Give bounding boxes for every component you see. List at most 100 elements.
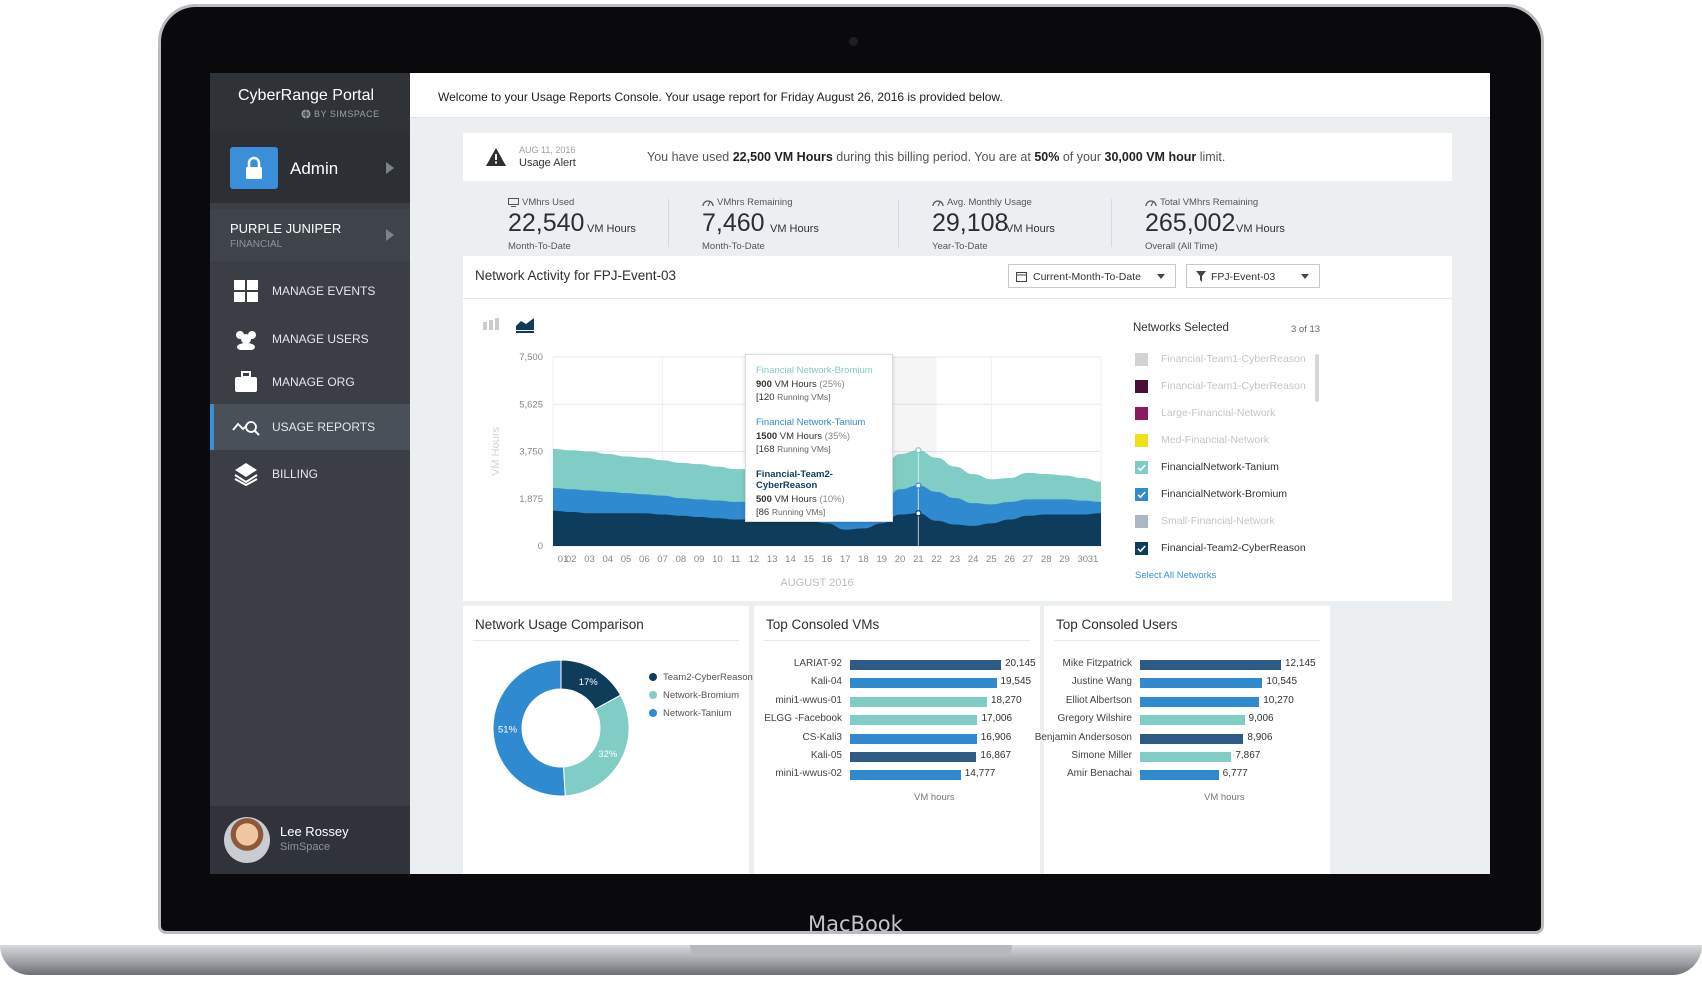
legend-label: Team2-CyberReason (663, 672, 753, 683)
bar[interactable] (850, 733, 977, 744)
x-tick-label: 21 (913, 554, 924, 565)
bar[interactable] (850, 752, 977, 762)
bar[interactable] (850, 660, 1001, 670)
hover-point (915, 447, 922, 454)
bar[interactable] (850, 678, 997, 689)
tooltip-entry: Financial-Team2-CyberReason 500 VM Hours … (756, 469, 891, 518)
monitor-icon (508, 198, 519, 207)
event-select[interactable]: FPJ-Event-03 (1186, 264, 1320, 288)
x-tick-label: 23 (950, 554, 961, 565)
nav-usage-reports[interactable]: USAGE REPORTS (210, 404, 410, 450)
warning-icon (486, 148, 506, 166)
bar[interactable] (1140, 696, 1260, 707)
tooltip-network-name: Financial-Team2-CyberReason (756, 469, 833, 491)
donut-slice[interactable] (562, 694, 630, 797)
network-checkbox-item[interactable]: Small-Financial-Network (1133, 514, 1323, 530)
bar[interactable] (850, 715, 978, 726)
color-swatch[interactable] (1135, 407, 1148, 420)
color-swatch[interactable] (1135, 353, 1148, 366)
bar-category-label: LARIAT-92 (793, 658, 842, 669)
period-select[interactable]: Current-Month-To-Date (1008, 264, 1176, 288)
bar-row: Kali-04 19,545 (754, 676, 1034, 690)
stat-unit: VM Hours (1236, 223, 1285, 235)
alert-message: You have used 22,500 VM Hours during thi… (647, 150, 1226, 164)
tooltip-running-vms: [120 Running VMs] (756, 392, 831, 403)
checkbox-checked-icon[interactable] (1135, 488, 1148, 501)
users-icon (232, 326, 260, 352)
bar-chart-toggle-icon[interactable] (483, 318, 499, 330)
donut-slice-label: 17% (579, 677, 599, 688)
bar[interactable] (1140, 715, 1245, 726)
network-name: Large-Financial-Network (1161, 407, 1276, 419)
admin-switcher[interactable]: Admin (210, 133, 410, 203)
usage-alert: AUG 11, 2016 Usage Alert You have used 2… (463, 133, 1452, 181)
bar[interactable] (850, 770, 961, 781)
legend-item: Team2-CyberReason (649, 672, 753, 683)
gauge-icon (1145, 200, 1157, 207)
caret-right-icon (386, 229, 394, 241)
top-bar: Welcome to your Usage Reports Console. Y… (410, 73, 1490, 118)
alert-date: AUG 11, 2016 (519, 145, 576, 155)
color-swatch[interactable] (1135, 434, 1148, 447)
network-checkbox-item[interactable]: Financial-Team1-CyberReason (1133, 379, 1323, 395)
area-chart-toggle-icon[interactable] (516, 318, 534, 333)
network-name: FinancialNetwork-Tanium (1161, 461, 1279, 473)
x-tick-label: 08 (676, 554, 687, 565)
stat-avg-monthly: Avg. Monthly Usage 29,108 VM Hours Year-… (932, 197, 1152, 253)
tooltip-hours: 500 VM Hours (10%) (756, 494, 845, 505)
networks-scrollbar[interactable] (1315, 354, 1319, 402)
bar-row: Simone Miller 7,867 (1044, 750, 1324, 764)
nav-manage-org[interactable]: MANAGE ORG (210, 359, 410, 405)
legend-item: Network-Tanium (649, 708, 732, 719)
nav-label: MANAGE USERS (272, 332, 369, 346)
bar[interactable] (1140, 733, 1244, 744)
nav-manage-events[interactable]: MANAGE EVENTS (210, 268, 410, 314)
bar-row: mini1-wwus-01 18,270 (754, 695, 1034, 709)
app-logo[interactable]: CyberRange Portal BY SIMSPACE (210, 73, 410, 133)
color-swatch[interactable] (1135, 380, 1148, 393)
network-checkbox-item[interactable]: Financial-Team1-CyberReason (1133, 352, 1323, 368)
lock-icon (230, 147, 278, 189)
gauge-icon (702, 200, 714, 207)
tooltip-network-name: Financial Network-Tanium (756, 417, 866, 428)
network-name: Financial-Team1-CyberReason (1161, 353, 1306, 365)
bar-category-label: Gregory Wilshire (1057, 713, 1132, 725)
bar[interactable] (1140, 660, 1281, 670)
network-checkbox-item[interactable]: FinancialNetwork-Bromium (1133, 487, 1323, 503)
filter-icon (1196, 271, 1206, 282)
top-consoled-vms-panel: Top Consoled VMs LARIAT-92 20,145 Kali-04 1… (754, 606, 1040, 874)
checkbox-checked-icon[interactable] (1135, 542, 1148, 555)
bar-value-label: 12,145 (1285, 658, 1316, 669)
bar[interactable] (850, 696, 987, 707)
network-checkbox-item[interactable]: Med-Financial-Network (1133, 433, 1323, 449)
nav-manage-users[interactable]: MANAGE USERS (210, 316, 410, 362)
bar[interactable] (1140, 678, 1263, 689)
nav-billing[interactable]: BILLING (210, 451, 410, 497)
user-profile[interactable]: Lee Rossey SimSpace (210, 806, 410, 874)
hover-point (915, 510, 922, 517)
grid-icon (232, 278, 260, 304)
tooltip-running-vms: [86 Running VMs] (756, 507, 826, 518)
color-swatch[interactable] (1135, 515, 1148, 528)
network-checkbox-item[interactable]: Large-Financial-Network (1133, 406, 1323, 422)
network-checkbox-item[interactable]: Financial-Team2-CyberReason (1133, 541, 1323, 557)
checkbox-checked-icon[interactable] (1135, 461, 1148, 474)
y-tick-label: 0 (538, 541, 543, 552)
bar[interactable] (1140, 752, 1232, 762)
network-checkbox-item[interactable]: FinancialNetwork-Tanium (1133, 460, 1323, 476)
panel-title: Top Consoled Users (1056, 617, 1178, 632)
bar[interactable] (1140, 770, 1219, 781)
area-series-financial-team2-cyberreason[interactable] (553, 510, 1101, 546)
org-type: FINANCIAL (230, 239, 283, 250)
user-name: Lee Rossey (280, 824, 349, 839)
bar-row: ELGG -Facebook 17,006 (754, 713, 1034, 727)
y-tick-label: 3,750 (519, 447, 543, 458)
x-tick-label: 03 (584, 554, 595, 565)
org-switcher[interactable]: PURPLE JUNIPER FINANCIAL (210, 209, 410, 261)
donut-slice[interactable] (492, 659, 566, 797)
stat-unit: VM Hours (770, 223, 819, 235)
legend-dot (649, 691, 657, 699)
stat-value: 29,108 (932, 209, 1009, 237)
nav-label: USAGE REPORTS (272, 420, 376, 434)
select-all-networks-link[interactable]: Select All Networks (1135, 570, 1217, 581)
